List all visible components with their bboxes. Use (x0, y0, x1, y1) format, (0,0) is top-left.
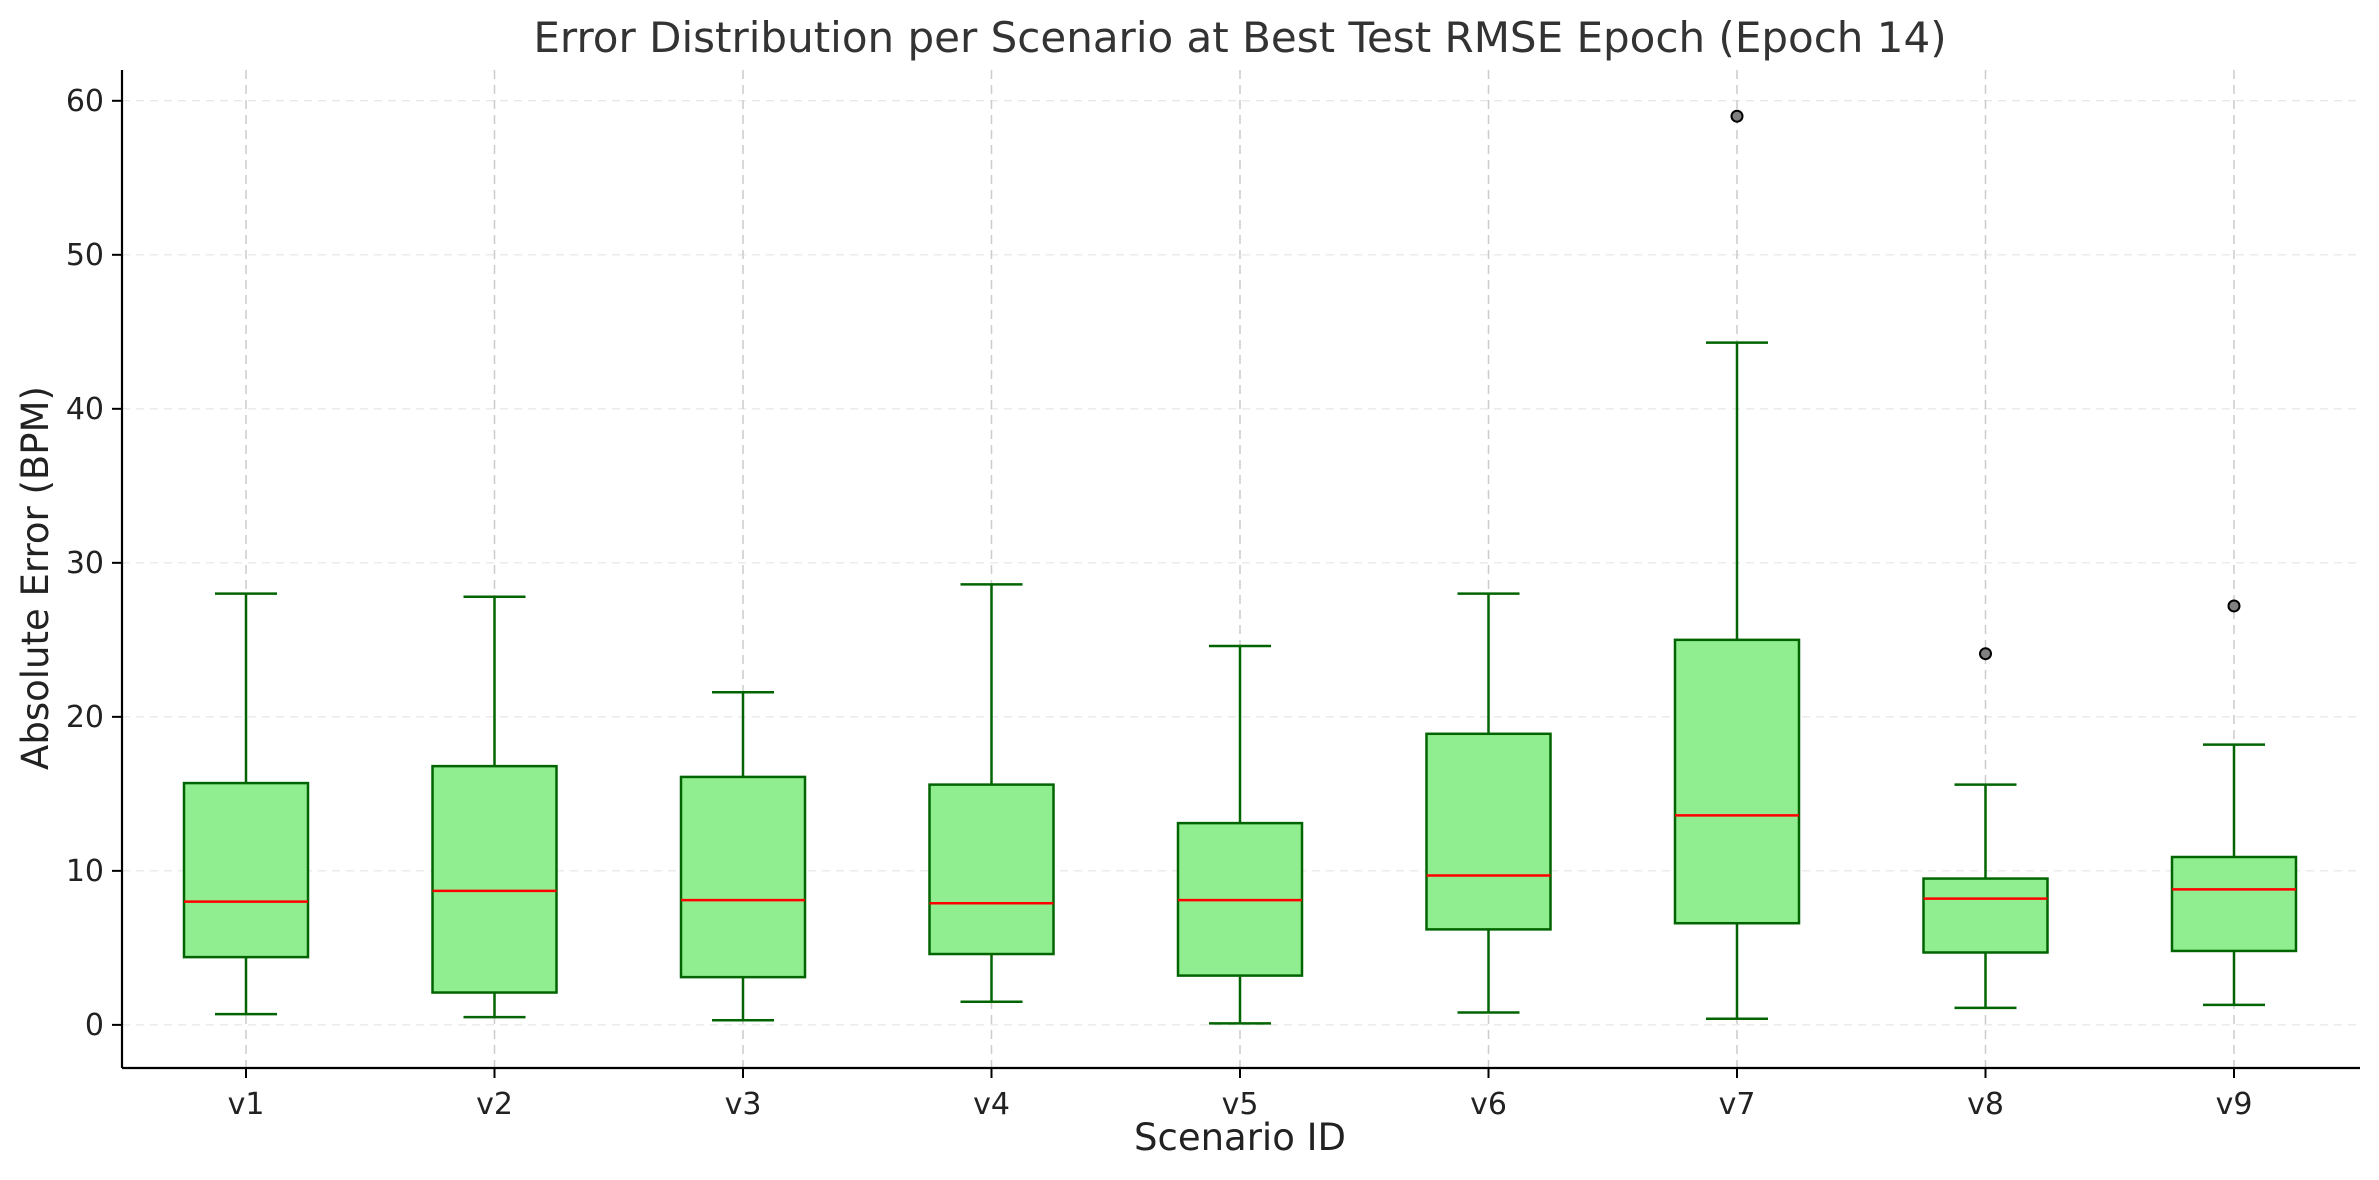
chart-title: Error Distribution per Scenario at Best … (533, 13, 1946, 62)
box-v6 (1425, 732, 1552, 931)
outlier-point (2227, 599, 2241, 613)
y-axis-label: Absolute Error (BPM) (14, 386, 57, 770)
y-tick-label: 40 (66, 392, 104, 427)
box-v7 (1673, 638, 1801, 925)
plot-area: 0 10 20 30 40 50 60 v1 v2 v3 v4 v5 v6 v7 v8 v9 (66, 70, 2360, 1122)
x-tick-label: v4 (973, 1087, 1010, 1122)
y-tick-label: 0 (85, 1008, 104, 1043)
x-tick-label: v6 (1470, 1087, 1507, 1122)
x-axis-label: Scenario ID (1134, 1116, 1346, 1159)
y-tick-label: 10 (66, 854, 104, 889)
y-tick-label: 60 (66, 84, 104, 119)
box-v9 (2170, 855, 2298, 953)
y-tick-label: 50 (66, 238, 104, 273)
box-v1 (182, 781, 310, 959)
y-tick-label: 20 (66, 700, 104, 735)
box-v2 (431, 764, 558, 994)
box-v4 (928, 783, 1055, 956)
x-tick-label: v1 (228, 1087, 265, 1122)
x-tick-label: v5 (1222, 1087, 1259, 1122)
x-tick-label: v8 (1967, 1087, 2004, 1122)
box-v3 (679, 775, 807, 979)
x-tick-label: v3 (725, 1087, 762, 1122)
x-tick-label: v2 (476, 1087, 513, 1122)
x-tick-label: v9 (2216, 1087, 2253, 1122)
x-tick-label: v7 (1719, 1087, 1756, 1122)
outlier-point (1979, 647, 1992, 661)
box-v8 (1922, 877, 2049, 954)
outlier-point (1730, 109, 1744, 123)
y-tick-label: 30 (66, 546, 104, 581)
